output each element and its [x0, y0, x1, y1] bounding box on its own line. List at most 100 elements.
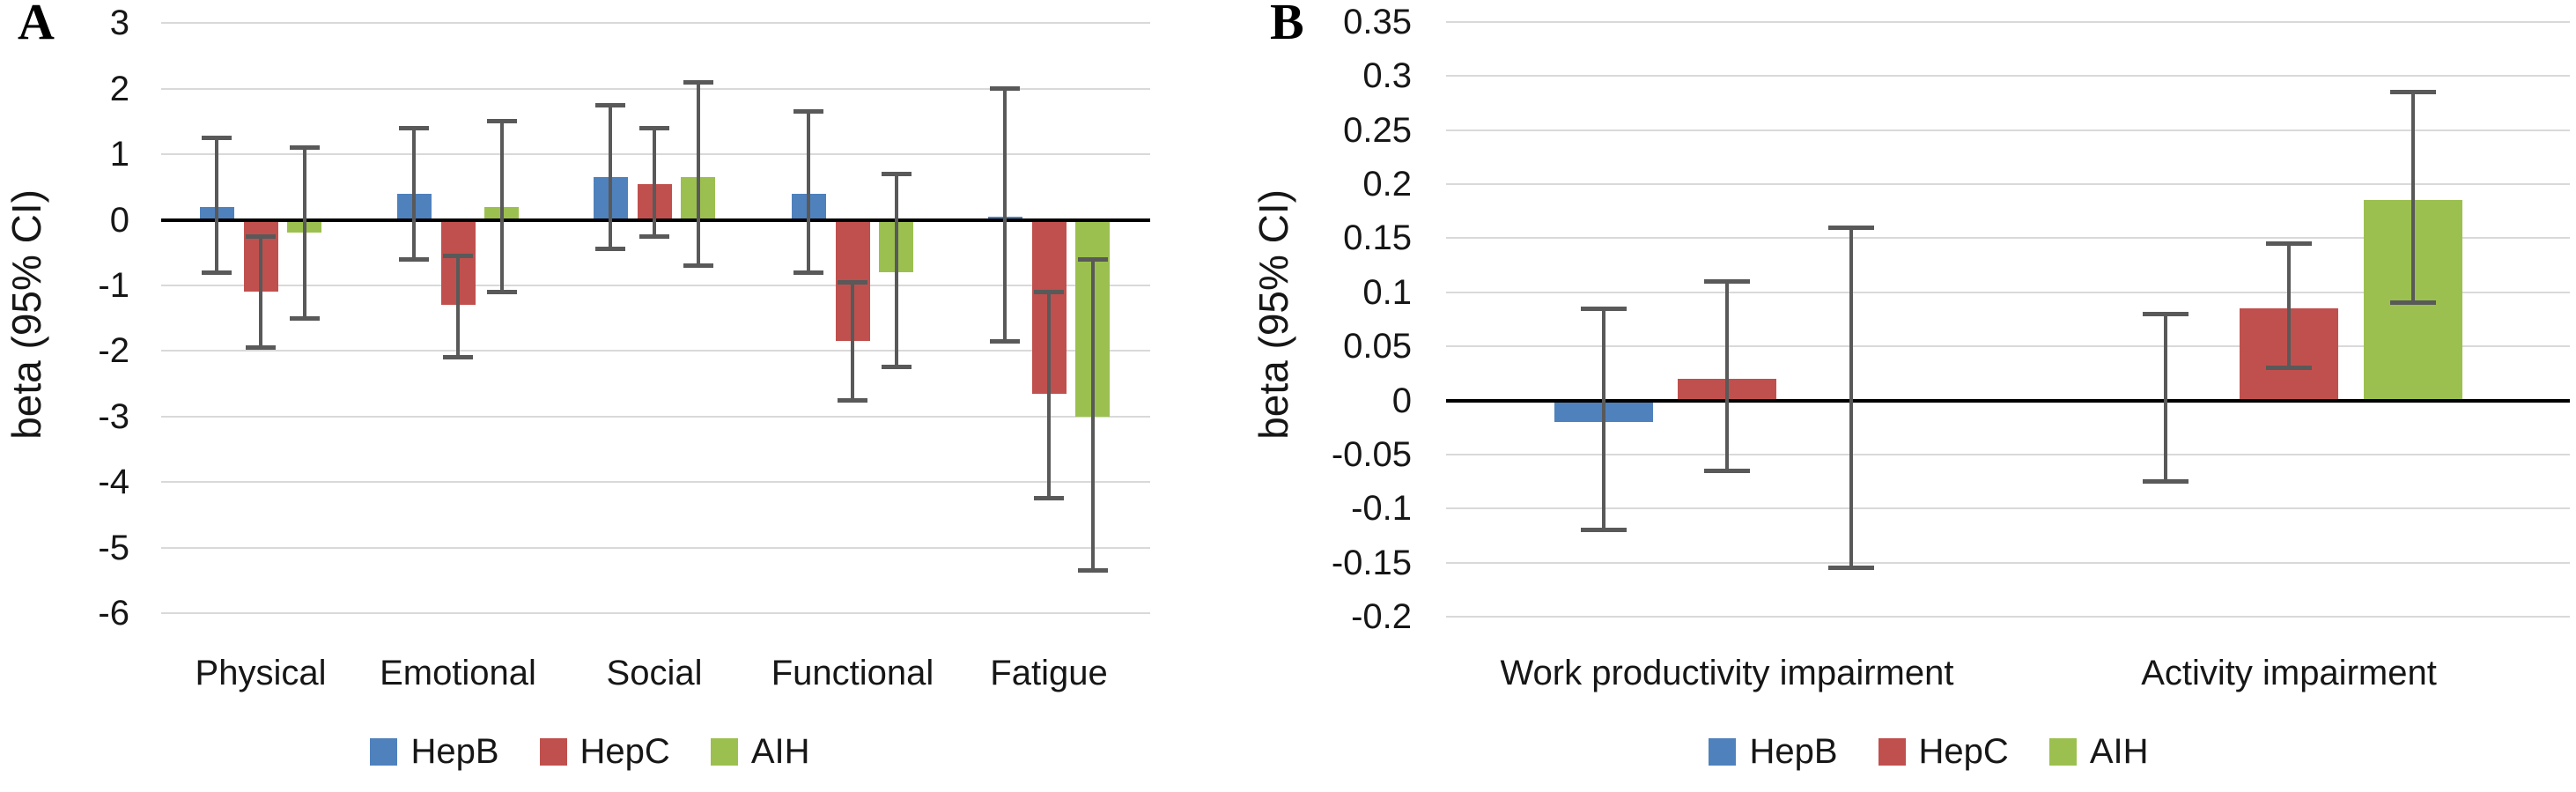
error-bar-cap-high-aih-activity-impairment [2389, 90, 2436, 95]
error-bar-cap-high-hepb-fatigue [990, 86, 1021, 92]
panel-b-y-axis-title: beta (95% CI) [1251, 157, 1296, 472]
error-bar-cap-high-hepb-functional [793, 109, 824, 115]
error-bar-hepc-fatigue [1047, 292, 1051, 499]
y-tick-label: 0.15 [1343, 218, 1412, 258]
error-bar-cap-high-hepc-functional [838, 279, 867, 285]
y-tick-label: 0.25 [1343, 110, 1412, 150]
legend-swatch-hepb-icon [370, 737, 398, 766]
error-bar-cap-low-aih-physical [289, 315, 320, 321]
error-bar-cap-high-aih-work-productivity-impairment [1827, 225, 1874, 230]
y-tick-label: -4 [98, 463, 129, 502]
error-bar-hepb-activity-impairment [2163, 314, 2167, 482]
legend-item-hepb: HepB [1709, 732, 1838, 771]
panel-a-letter: A [18, 0, 55, 50]
y-tick-label: 3 [109, 4, 129, 43]
error-bar-cap-low-hepc-functional [838, 397, 867, 403]
y-tick-label: 0.2 [1362, 164, 1412, 204]
error-bar-cap-high-hepb-activity-impairment [2142, 311, 2188, 316]
y-tick-label: -0.1 [1351, 489, 1412, 529]
error-bar-aih-physical [302, 147, 306, 319]
legend-swatch-aih-icon [710, 737, 738, 766]
gridline [161, 350, 1150, 352]
x-category-label-functional: Functional [771, 654, 934, 692]
legend-label-hepb: HepB [410, 732, 499, 771]
error-bar-cap-high-hepc-work-productivity-impairment [1704, 278, 1750, 284]
y-tick-label: 0.1 [1362, 272, 1412, 312]
y-tick-label: -0.2 [1351, 597, 1412, 637]
error-bar-hepc-emotional [456, 255, 460, 358]
gridline [161, 87, 1150, 90]
zero-axis-line [1446, 398, 2570, 403]
error-bar-hepb-social [609, 105, 613, 249]
error-bar-cap-high-hepb-physical [202, 136, 233, 140]
gridline [1446, 453, 2570, 455]
legend-label-hepc: HepC [1918, 732, 2009, 771]
error-bar-cap-low-hepb-activity-impairment [2142, 479, 2188, 485]
error-bar-cap-high-hepc-emotional [443, 253, 473, 258]
error-bar-cap-low-aih-social [683, 263, 713, 269]
error-bar-hepc-social [653, 128, 656, 237]
gridline [161, 611, 1150, 614]
error-bar-cap-low-hepb-physical [202, 270, 233, 275]
legend-swatch-hepb-icon [1709, 737, 1737, 766]
error-bar-cap-high-aih-functional [881, 171, 912, 176]
error-bar-hepb-functional [807, 111, 811, 272]
error-bar-hepb-fatigue [1003, 88, 1008, 342]
error-bar-cap-high-hepc-physical [246, 233, 276, 239]
legend-item-aih: AIH [710, 732, 810, 771]
error-bar-aih-social [696, 82, 700, 266]
error-bar-hepb-emotional [412, 128, 417, 260]
error-bar-hepc-physical [259, 236, 262, 348]
y-tick-label: -5 [98, 528, 129, 567]
error-bar-cap-low-aih-emotional [486, 289, 517, 294]
y-tick-label: -1 [98, 265, 129, 305]
error-bar-cap-high-aih-fatigue [1077, 256, 1108, 262]
error-bar-hepb-physical [215, 137, 219, 273]
gridline [161, 481, 1150, 484]
y-tick-label: 0 [109, 200, 129, 240]
panel-b-letter: B [1270, 0, 1304, 50]
legend-swatch-hepc-icon [1878, 737, 1906, 766]
legend-label-hepc: HepC [579, 732, 670, 771]
x-category-label-activity-impairment: Activity impairment [2141, 654, 2437, 692]
gridline [161, 284, 1150, 286]
error-bar-cap-low-hepb-work-productivity-impairment [1580, 528, 1627, 533]
legend-swatch-aih-icon [2048, 737, 2077, 766]
error-bar-cap-high-hepb-work-productivity-impairment [1580, 306, 1627, 311]
y-tick-label: -6 [98, 593, 129, 633]
gridline [1446, 561, 2570, 564]
legend-label-aih: AIH [750, 732, 810, 771]
y-tick-label: -0.15 [1331, 543, 1412, 582]
y-tick-label: 2 [109, 69, 129, 108]
error-bar-aih-emotional [499, 121, 504, 292]
error-bar-cap-low-hepc-work-productivity-impairment [1704, 468, 1750, 473]
gridline [161, 22, 1150, 25]
error-bar-cap-low-hepc-emotional [443, 355, 473, 360]
gridline [1446, 237, 2570, 240]
error-bar-hepc-activity-impairment [2287, 243, 2291, 368]
error-bar-cap-low-aih-activity-impairment [2389, 300, 2436, 306]
x-category-label-social: Social [606, 654, 703, 692]
legend: HepB HepC AIH [0, 732, 1471, 771]
y-tick-label: 1 [109, 135, 129, 174]
x-category-label-work-productivity-impairment: Work productivity impairment [1500, 654, 1954, 692]
error-bar-aih-activity-impairment [2410, 92, 2415, 303]
error-bar-cap-low-hepc-activity-impairment [2266, 366, 2312, 371]
legend-item-hepb: HepB [370, 732, 499, 771]
x-category-label-fatigue: Fatigue [990, 654, 1108, 692]
legend-item-aih: AIH [2048, 732, 2149, 771]
gridline [161, 546, 1150, 549]
y-tick-label: -2 [98, 331, 129, 371]
gridline [1446, 291, 2570, 293]
gridline [161, 415, 1150, 418]
error-bar-cap-high-aih-social [683, 79, 713, 85]
gridline [1446, 182, 2570, 185]
legend-item-hepc: HepC [539, 732, 670, 771]
legend-label-hepb: HepB [1749, 732, 1838, 771]
gridline [1446, 507, 2570, 510]
error-bar-cap-high-aih-physical [289, 145, 320, 151]
legend-label-aih: AIH [2089, 732, 2149, 771]
legend-swatch-hepc-icon [539, 737, 567, 766]
y-tick-label: 0.05 [1343, 327, 1412, 366]
